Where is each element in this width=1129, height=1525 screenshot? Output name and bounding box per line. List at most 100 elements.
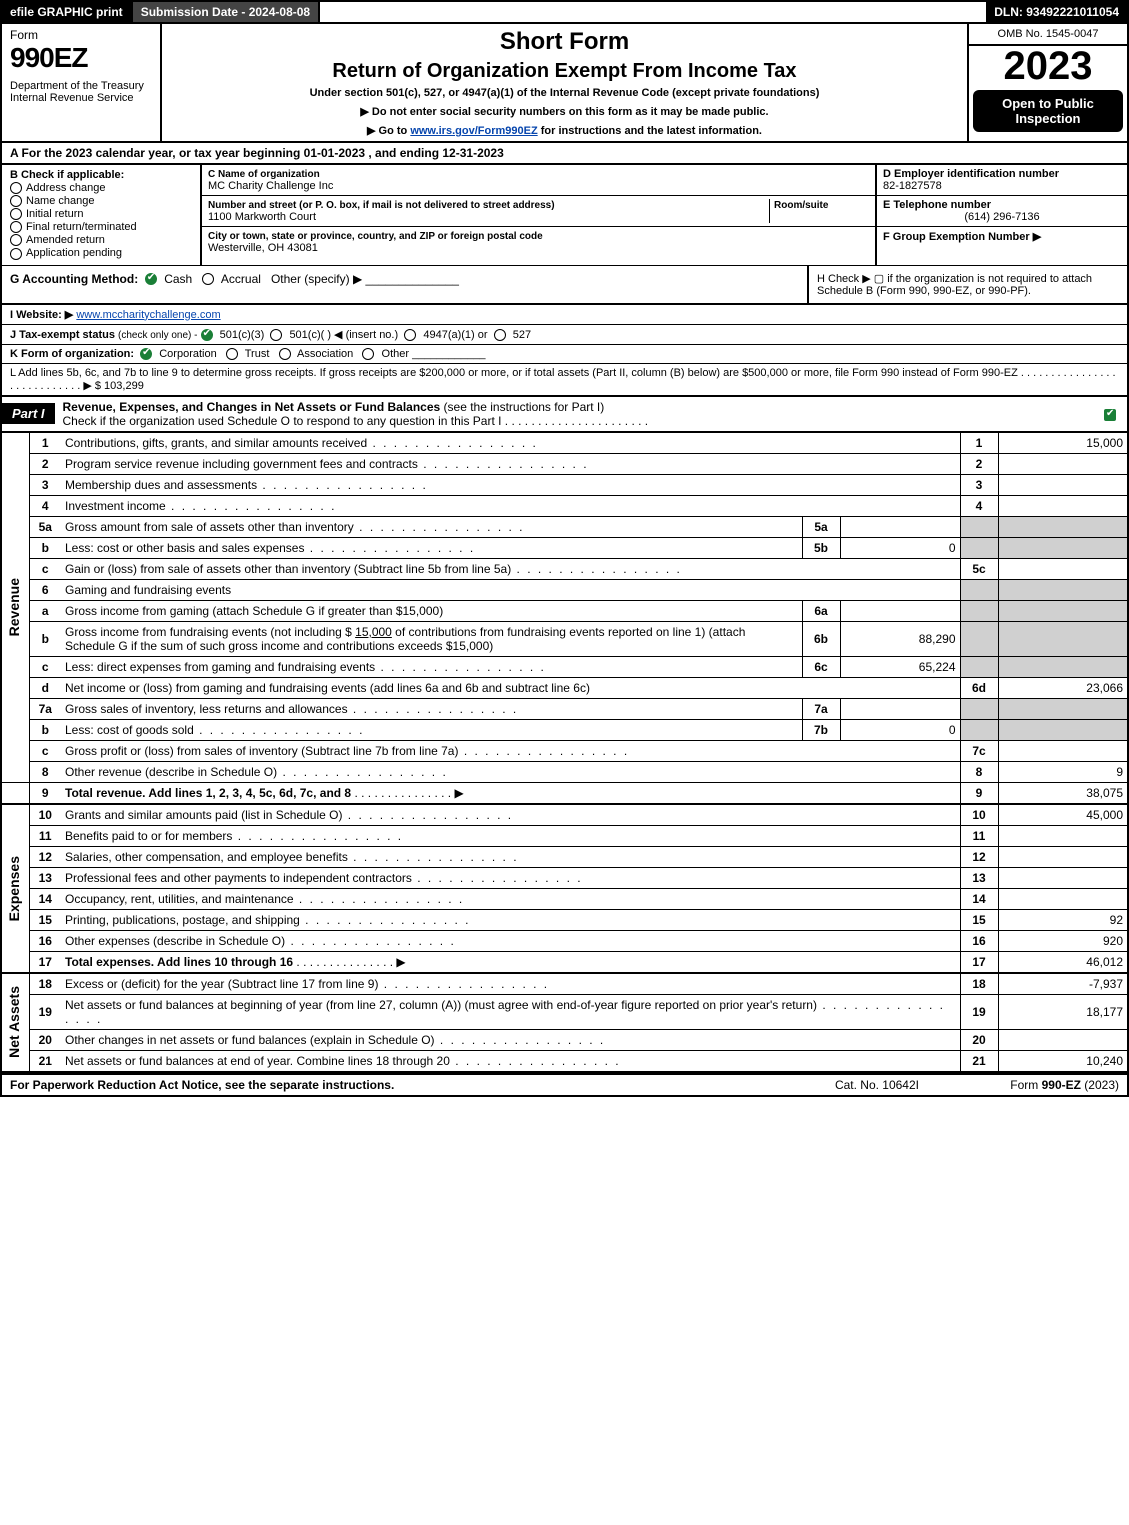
b-label: B Check if applicable:: [10, 169, 124, 181]
checkbox-icon[interactable]: [10, 248, 22, 260]
short-form-title: Short Form: [170, 28, 959, 56]
checkbox-accrual-icon[interactable]: [202, 273, 214, 285]
netassets-side-label: Net Assets: [1, 973, 29, 1072]
checkbox-icon[interactable]: [10, 221, 22, 233]
j-o3: 4947(a)(1) or: [423, 329, 487, 341]
b-opt-address[interactable]: Address change: [10, 182, 192, 194]
line-19: 19Net assets or fund balances at beginni…: [1, 994, 1128, 1029]
department-label: Department of the Treasury Internal Reve…: [10, 80, 152, 104]
revenue-side-label: Revenue: [1, 433, 29, 783]
checkbox-4947-icon[interactable]: [404, 329, 416, 341]
under-section: Under section 501(c), 527, or 4947(a)(1)…: [170, 87, 959, 99]
irs-link[interactable]: www.irs.gov/Form990EZ: [410, 125, 537, 137]
line-6c: cLess: direct expenses from gaming and f…: [1, 656, 1128, 677]
line-5b: bLess: cost or other basis and sales exp…: [1, 537, 1128, 558]
part1-title: Revenue, Expenses, and Changes in Net As…: [63, 400, 441, 414]
line-18: Net Assets 18Excess or (deficit) for the…: [1, 973, 1128, 995]
line-4: 4Investment income4: [1, 495, 1128, 516]
line-14: 14Occupancy, rent, utilities, and mainte…: [1, 888, 1128, 909]
g-label: G Accounting Method:: [10, 272, 138, 286]
b-opt-initial[interactable]: Initial return: [10, 208, 192, 220]
f-label: F Group Exemption Number ▶: [883, 231, 1041, 243]
checkbox-501c-icon[interactable]: [270, 329, 282, 341]
line-6d: dNet income or (loss) from gaming and fu…: [1, 677, 1128, 698]
checkbox-501c3-icon[interactable]: [201, 329, 213, 341]
checkbox-other-icon[interactable]: [362, 348, 374, 360]
line-6: 6Gaming and fundraising events: [1, 579, 1128, 600]
checkbox-assoc-icon[interactable]: [279, 348, 291, 360]
c-addr-label: Number and street (or P. O. box, if mail…: [208, 200, 555, 211]
checkbox-trust-icon[interactable]: [226, 348, 238, 360]
d-block: D Employer identification number 82-1827…: [877, 165, 1127, 196]
g-accrual: Accrual: [221, 272, 261, 286]
goto-line: ▶ Go to www.irs.gov/Form990EZ for instru…: [170, 124, 959, 137]
k-o3: Association: [297, 348, 353, 360]
line-rno: 1: [960, 433, 998, 454]
website-link[interactable]: www.mccharitychallenge.com: [76, 309, 220, 321]
k-o4: Other: [382, 348, 410, 360]
checkbox-icon[interactable]: [10, 234, 22, 246]
header-left: Form 990EZ Department of the Treasury In…: [2, 24, 162, 141]
checkbox-icon[interactable]: [10, 182, 22, 194]
k-o1: Corporation: [159, 348, 216, 360]
b-opt-pending[interactable]: Application pending: [10, 247, 192, 259]
row-i: I Website: ▶ www.mccharitychallenge.com: [0, 305, 1129, 325]
part1-desc: Revenue, Expenses, and Changes in Net As…: [55, 397, 1097, 431]
line-3: 3Membership dues and assessments3: [1, 474, 1128, 495]
ein-value: 82-1827578: [883, 180, 942, 192]
line-7a: 7aGross sales of inventory, less returns…: [1, 698, 1128, 719]
checkbox-527-icon[interactable]: [494, 329, 506, 341]
l6b-amount: 15,000: [355, 625, 392, 639]
col-c: C Name of organization MC Charity Challe…: [202, 165, 877, 265]
checkbox-icon[interactable]: [10, 208, 22, 220]
k-o2: Trust: [245, 348, 270, 360]
block-bcdef: B Check if applicable: Address change Na…: [0, 165, 1129, 265]
b-opt-name[interactable]: Name change: [10, 195, 192, 207]
line-desc: Contributions, gifts, grants, and simila…: [61, 433, 960, 454]
j-o1: 501(c)(3): [220, 329, 265, 341]
c-city-label: City or town, state or province, country…: [208, 231, 543, 242]
tax-year: 2023: [969, 46, 1127, 86]
line-20: 20Other changes in net assets or fund ba…: [1, 1029, 1128, 1050]
h-schedule-b: H Check ▶ ▢ if the organization is not r…: [807, 266, 1127, 303]
part1-checkbox[interactable]: [1097, 407, 1127, 421]
k-label: K Form of organization:: [10, 348, 134, 360]
row-a-tax-year: A For the 2023 calendar year, or tax yea…: [0, 143, 1129, 165]
header-center: Short Form Return of Organization Exempt…: [162, 24, 967, 141]
checkbox-icon[interactable]: [10, 195, 22, 207]
row-l: L Add lines 5b, 6c, and 7b to line 9 to …: [0, 364, 1129, 397]
line-7b: bLess: cost of goods sold7b0: [1, 719, 1128, 740]
open-inspection-badge: Open to Public Inspection: [973, 90, 1123, 132]
dln-label: DLN: 93492221011054: [986, 2, 1127, 22]
phone-value: (614) 296-7136: [883, 211, 1121, 223]
line-13: 13Professional fees and other payments t…: [1, 867, 1128, 888]
line-6b: b Gross income from fundraising events (…: [1, 621, 1128, 656]
line-1: Revenue 1 Contributions, gifts, grants, …: [1, 433, 1128, 454]
col-def: D Employer identification number 82-1827…: [877, 165, 1127, 265]
line-6a: aGross income from gaming (attach Schedu…: [1, 600, 1128, 621]
checkbox-corp-icon[interactable]: [140, 348, 152, 360]
line-rval: 15,000: [998, 433, 1128, 454]
top-bar: efile GRAPHIC print Submission Date - 20…: [0, 0, 1129, 22]
org-city: Westerville, OH 43081: [208, 242, 318, 254]
f-block: F Group Exemption Number ▶: [877, 227, 1127, 246]
j-small: (check only one) -: [118, 330, 197, 341]
line-8: 8Other revenue (describe in Schedule O)8…: [1, 761, 1128, 782]
d-label: D Employer identification number: [883, 168, 1059, 180]
col-b: B Check if applicable: Address change Na…: [2, 165, 202, 265]
line-12: 12Salaries, other compensation, and empl…: [1, 846, 1128, 867]
part1-check-line: Check if the organization used Schedule …: [63, 414, 649, 428]
checkbox-cash-icon[interactable]: [145, 273, 157, 285]
b-opt-amended[interactable]: Amended return: [10, 234, 192, 246]
footer-right: Form 990-EZ (2023): [919, 1078, 1119, 1092]
g-cash: Cash: [164, 272, 192, 286]
ssn-warning: ▶ Do not enter social security numbers o…: [170, 105, 959, 118]
header-right: OMB No. 1545-0047 2023 Open to Public In…: [967, 24, 1127, 141]
lines-table: Revenue 1 Contributions, gifts, grants, …: [0, 433, 1129, 1073]
footer-left: For Paperwork Reduction Act Notice, see …: [10, 1078, 835, 1092]
j-o2: 501(c)( ) ◀ (insert no.): [289, 329, 398, 341]
efile-label[interactable]: efile GRAPHIC print: [2, 2, 133, 22]
b-opt-final[interactable]: Final return/terminated: [10, 221, 192, 233]
expenses-side-label: Expenses: [1, 804, 29, 973]
checkbox-icon[interactable]: [1104, 409, 1116, 421]
